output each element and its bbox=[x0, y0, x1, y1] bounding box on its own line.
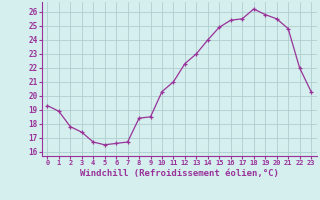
X-axis label: Windchill (Refroidissement éolien,°C): Windchill (Refroidissement éolien,°C) bbox=[80, 169, 279, 178]
